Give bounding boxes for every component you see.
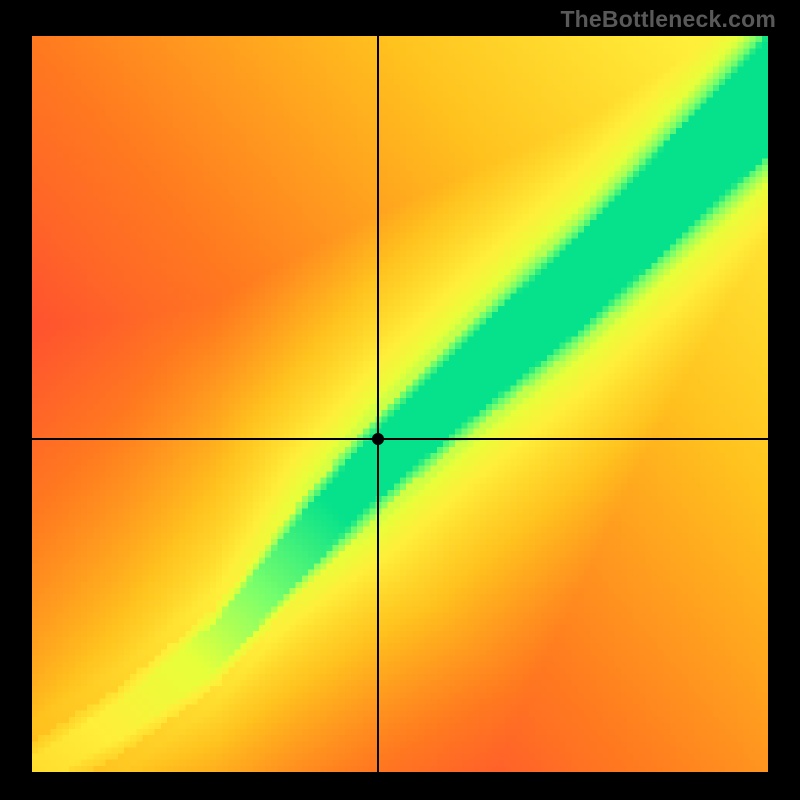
- watermark-text: TheBottleneck.com: [560, 6, 776, 33]
- plot-area: [32, 36, 768, 772]
- data-point-marker: [372, 433, 384, 445]
- crosshair-vertical: [377, 36, 379, 772]
- chart-container: TheBottleneck.com: [0, 0, 800, 800]
- heatmap-canvas: [32, 36, 768, 772]
- crosshair-horizontal: [32, 438, 768, 440]
